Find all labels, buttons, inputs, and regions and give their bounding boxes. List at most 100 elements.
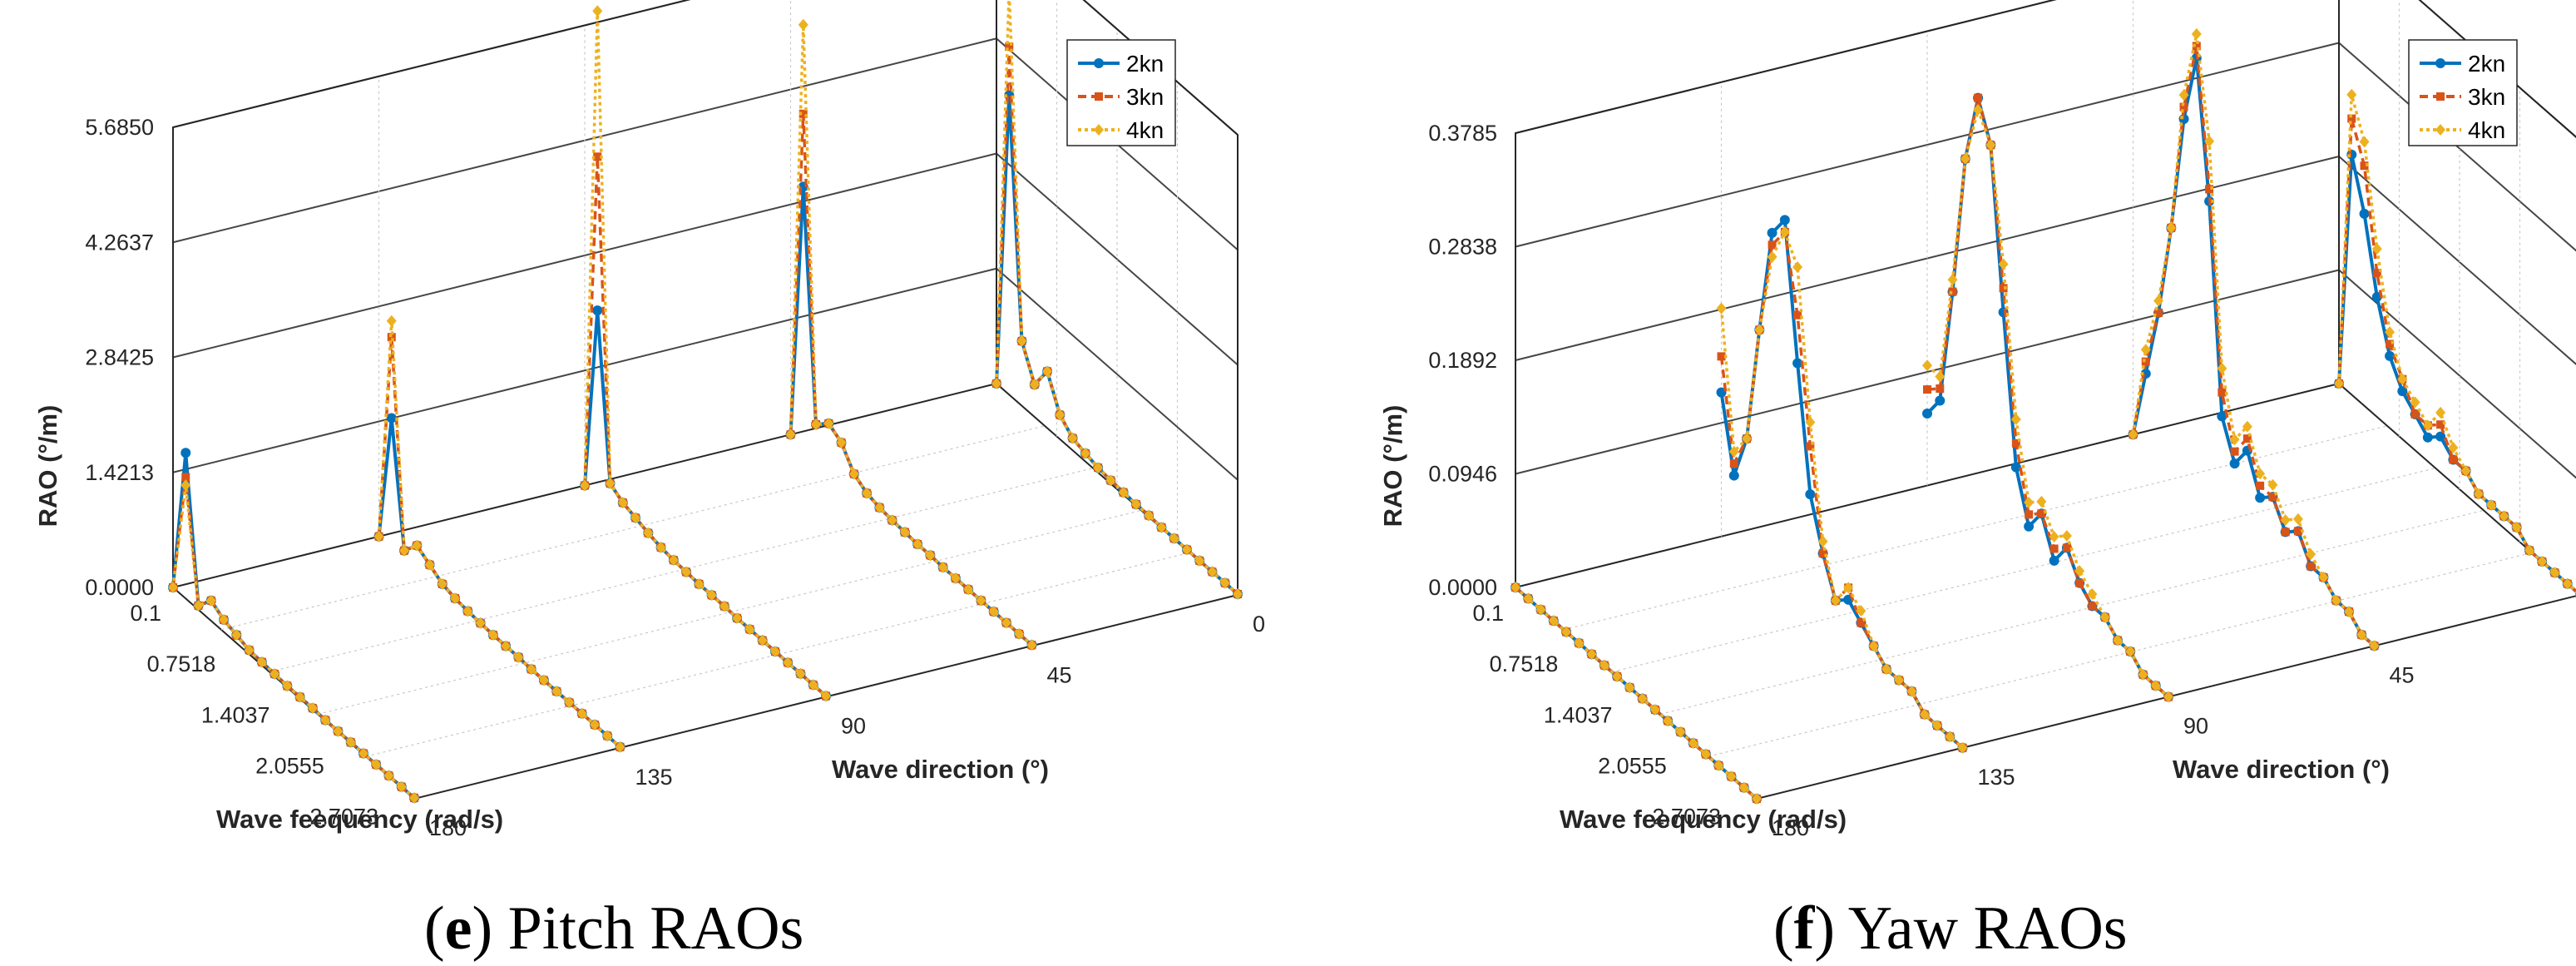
freq-tick-label: 2.7073 xyxy=(1652,805,1721,830)
z-tick-label: 0.0000 xyxy=(85,575,154,600)
point-3kn-dir-135-f0 xyxy=(1717,352,1726,361)
point-4kn-dir-0-f14 xyxy=(2511,521,2522,533)
point-4kn-dir-180-f19 xyxy=(409,792,419,805)
panel-f-yaw-raos: 0.0000 0.0946 0.1892 0.2838 0.3785 0.1 0.7518 1… xyxy=(1378,0,2576,963)
pf-caption: (f) Yaw RAOs xyxy=(1773,894,2128,963)
point-2kn-dir-45-f10 xyxy=(2255,493,2266,503)
point-4kn-dir-0-f14 xyxy=(1169,533,1179,545)
point-4kn-dir-180-f17 xyxy=(383,770,394,782)
point-2kn-dir-90-f7 xyxy=(2010,462,2021,473)
point-4kn-dir-135-f14 xyxy=(551,685,562,697)
point-3kn-dir-135-f8 xyxy=(1818,549,1827,558)
legend-label-3kn: 3kn xyxy=(2468,84,2505,110)
point-4kn-dir-45-f2 xyxy=(811,419,822,431)
point-2kn-dir-135-f6 xyxy=(1792,358,1803,369)
point-4kn-dir-45-f4 xyxy=(836,436,847,448)
point-4kn-dir-135-f6 xyxy=(450,592,461,605)
point-2kn-dir-135-f5 xyxy=(1779,215,1790,225)
dir-tick-label: 90 xyxy=(841,714,866,739)
point-4kn-dir-45-f14 xyxy=(963,583,974,596)
point-4kn-dir-180-f0 xyxy=(1510,582,1520,593)
pe-caption-title: Pitch RAOs xyxy=(508,894,804,963)
point-4kn-dir-45-f9 xyxy=(899,526,910,538)
point-4kn-dir-90-f12 xyxy=(2074,565,2085,577)
pe-caption: (e) Pitch RAOs xyxy=(424,894,803,963)
freq-tick-label: 0.1 xyxy=(130,601,161,626)
point-4kn-dir-180-f3 xyxy=(205,594,216,607)
point-4kn-dir-135-f16 xyxy=(576,707,587,720)
point-4kn-dir-135-f17 xyxy=(589,719,600,731)
point-4kn-dir-90-f0 xyxy=(1922,359,1932,372)
point-4kn-dir-0-f10 xyxy=(1118,486,1129,498)
point-4kn-dir-90-f1 xyxy=(592,5,603,17)
point-4kn-dir-0-f18 xyxy=(1219,577,1230,589)
point-4kn-dir-135-f2 xyxy=(1742,433,1753,445)
point-4kn-dir-45-f1 xyxy=(2140,344,2151,356)
point-4kn-dir-135-f15 xyxy=(1906,685,1917,697)
point-2kn-dir-180-f1 xyxy=(180,448,191,458)
freq-gridline-floor xyxy=(1659,509,2485,715)
point-3kn-dir-135-f7 xyxy=(1806,442,1815,451)
point-4kn-dir-135-f7 xyxy=(1805,416,1816,429)
series-line-4kn-dir-0 xyxy=(2337,92,2576,593)
point-4kn-dir-180-f10 xyxy=(294,691,305,703)
point-4kn-dir-90-f6 xyxy=(655,541,666,553)
point-4kn-dir-45-f17 xyxy=(1001,617,1011,629)
pe-legend[interactable]: 2kn 3kn 4kn xyxy=(1066,39,1176,146)
point-4kn-dir-45-f16 xyxy=(988,606,999,618)
point-2kn-dir-0-f5 xyxy=(2397,386,2408,397)
axes-frame-floor-edge xyxy=(172,587,1239,800)
point-3kn-dir-45-f4 xyxy=(2179,102,2188,111)
point-4kn-dir-135-f12 xyxy=(526,663,536,676)
point-3kn-dir-0-f6 xyxy=(2410,409,2420,419)
legend-marker-3kn xyxy=(1095,92,1103,101)
z-gridline xyxy=(1515,42,2576,252)
point-4kn-dir-90-f8 xyxy=(2024,496,2035,508)
freq-tick-label: 1.4037 xyxy=(201,702,270,727)
point-4kn-dir-135-f12 xyxy=(1868,640,1879,652)
point-4kn-dir-0-f6 xyxy=(2410,396,2420,409)
point-4kn-dir-45-f7 xyxy=(2217,362,2227,374)
point-2kn-dir-135-f0 xyxy=(1716,387,1727,398)
point-4kn-dir-90-f13 xyxy=(2087,588,2098,601)
freq-tick-label: 0.7518 xyxy=(147,651,216,676)
point-4kn-dir-0-f19 xyxy=(1233,588,1243,601)
point-4kn-dir-180-f17 xyxy=(1726,770,1737,783)
point-2kn-dir-135-f4 xyxy=(1767,227,1777,238)
point-4kn-dir-90-f18 xyxy=(808,679,818,691)
point-2kn-dir-90-f8 xyxy=(2024,521,2035,532)
point-3kn-dir-90-f9 xyxy=(2037,509,2046,518)
point-4kn-dir-180-f12 xyxy=(1663,715,1674,727)
point-4kn-dir-90-f17 xyxy=(795,667,806,680)
point-4kn-dir-135-f17 xyxy=(1931,720,1942,732)
point-4kn-dir-90-f6 xyxy=(1998,258,2009,270)
z-tick-label: 0.2838 xyxy=(1428,235,1497,260)
point-4kn-dir-45-f1 xyxy=(798,18,808,31)
pe-x-axis-label: Wave feequency (rad/s) xyxy=(216,805,503,834)
point-4kn-dir-135-f4 xyxy=(424,558,435,571)
freq-gridline-floor xyxy=(269,468,1094,673)
legend-marker-2kn xyxy=(2435,58,2445,68)
point-4kn-dir-135-f8 xyxy=(475,617,486,629)
point-4kn-dir-90-f4 xyxy=(1973,104,1984,116)
dir-tick-label: 45 xyxy=(1047,662,1072,687)
freq-tick-label: 0.1 xyxy=(1472,601,1504,626)
pf-legend[interactable]: 2kn 3kn 4kn xyxy=(2408,39,2518,146)
point-4kn-dir-45-f17 xyxy=(2343,606,2354,618)
point-4kn-dir-90-f14 xyxy=(2099,611,2110,623)
point-4kn-dir-180-f4 xyxy=(1561,626,1572,638)
point-4kn-dir-0-f8 xyxy=(1093,462,1104,474)
point-4kn-dir-90-f11 xyxy=(719,600,729,612)
point-4kn-dir-45-f4 xyxy=(2178,89,2189,102)
point-4kn-dir-0-f12 xyxy=(2486,498,2497,511)
series-line-3kn-dir-180 xyxy=(171,475,416,800)
point-2kn-dir-90-f1 xyxy=(1935,395,1946,406)
point-4kn-dir-0-f0 xyxy=(2334,378,2344,389)
dir-tick-label: 135 xyxy=(635,765,673,790)
point-4kn-dir-45-f15 xyxy=(2318,571,2329,583)
dir-tick-label: 0 xyxy=(1253,612,1265,637)
point-4kn-dir-180-f15 xyxy=(1700,748,1711,760)
point-4kn-dir-90-f19 xyxy=(821,690,831,702)
point-4kn-dir-45-f12 xyxy=(2280,513,2291,526)
point-4kn-dir-180-f9 xyxy=(1624,681,1635,694)
